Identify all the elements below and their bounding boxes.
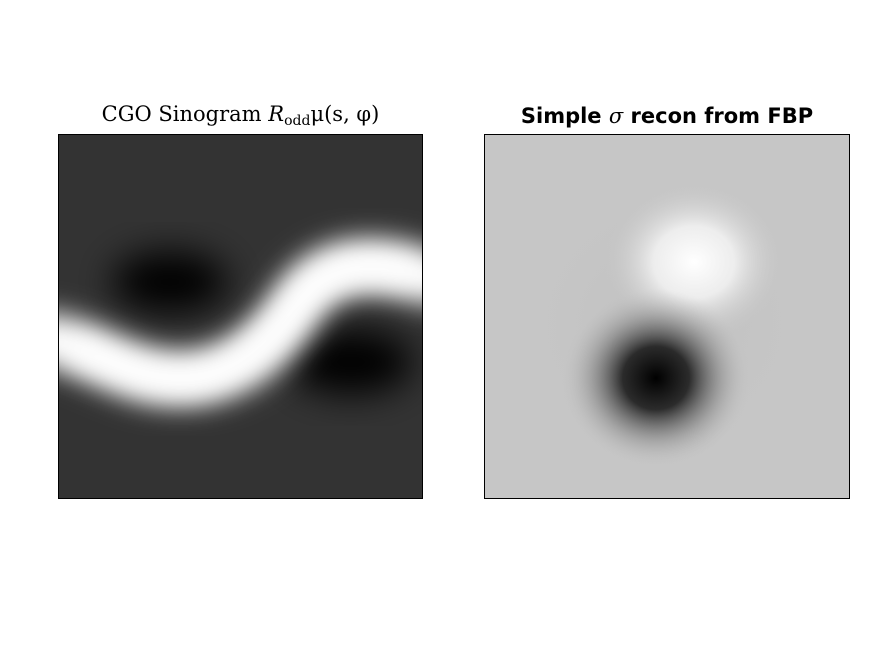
sinogram-title-subscript: odd xyxy=(284,113,311,129)
recon-dark-blob xyxy=(561,288,751,468)
sinogram-dark-blob-lower xyxy=(289,330,413,394)
sinogram-title-suffix: μ(s, φ) xyxy=(310,102,380,126)
recon-title-suffix: recon from FBP xyxy=(623,104,814,128)
recon-title-prefix: Simple xyxy=(520,104,609,128)
sinogram-title-prefix: CGO Sinogram xyxy=(101,102,269,126)
recon-title: Simple σ recon from FBP xyxy=(485,104,849,128)
recon-image xyxy=(484,134,850,499)
sinogram-title-R: R xyxy=(268,102,285,126)
recon-axes-frame xyxy=(484,134,850,499)
sinogram-title: CGO Sinogram Roddμ(s, φ) xyxy=(59,102,422,129)
recon-title-sigma: σ xyxy=(608,104,624,128)
sinogram-dark-blob-upper xyxy=(112,252,228,312)
sinogram-axes-frame xyxy=(58,134,423,499)
sinogram-image xyxy=(58,134,423,499)
